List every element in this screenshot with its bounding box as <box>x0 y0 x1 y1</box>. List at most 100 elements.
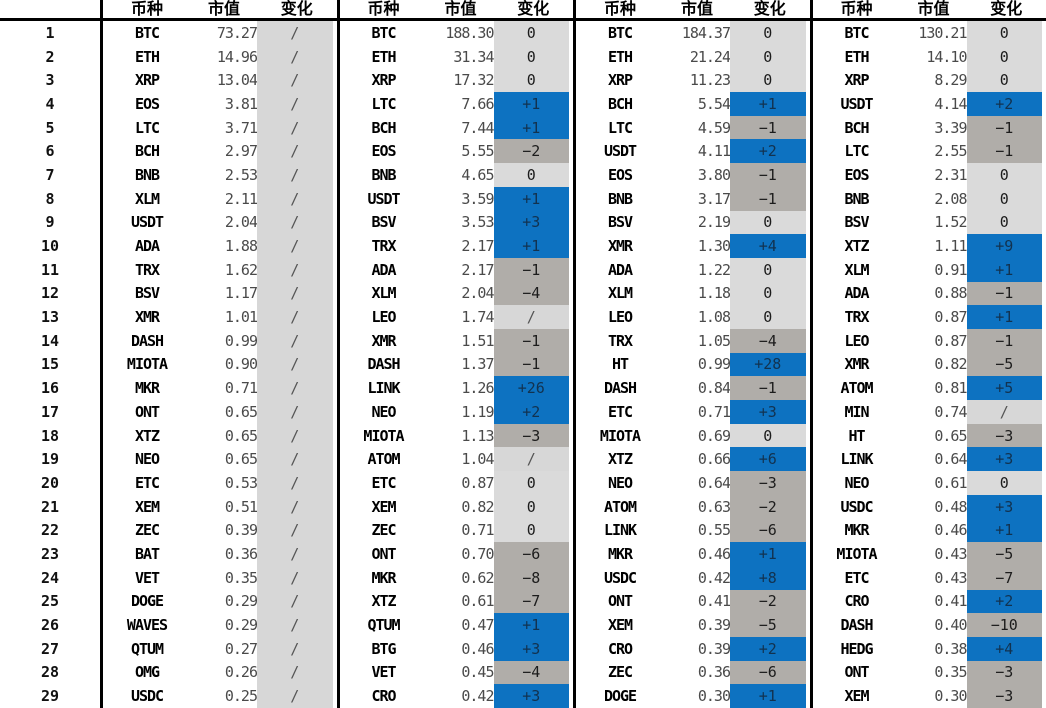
group-4-cells: MIOTA 0.43 −5 <box>809 542 1046 566</box>
coin-cell: BNB <box>134 165 160 184</box>
table-header-row: 币种 市值 变化 币种 市值 变化 币种 市值 变化 币种 市值 变化 <box>0 0 1046 21</box>
group-2-cells: BSV 3.53 +3 <box>336 210 574 235</box>
table-row: 15 MIOTA 0.90/ DASH 1.37 −1 HT 0.99 +28 XMR 0.82 −5 <box>0 352 1046 377</box>
coin-cell: HT <box>611 355 629 374</box>
coin-cell: ATOM <box>603 497 637 516</box>
change-cell: +1 <box>966 518 1042 543</box>
rank-cell: 23 <box>40 544 60 563</box>
change-cell: / <box>257 352 333 377</box>
table-row: 20 ETC 0.53/ETC 0.87 0 NEO 0.64 −3 NEO 0.61 0 <box>0 471 1046 495</box>
cap-cell: 1.88 <box>224 237 258 256</box>
cap-cell: 1.52 <box>934 213 967 232</box>
change-cell: +1 <box>966 257 1042 282</box>
coin-cell: ETH <box>844 47 869 66</box>
coin-cell: XEM <box>607 616 633 635</box>
cap-cell: 0.29 <box>224 592 258 611</box>
coin-cell: ETC <box>607 402 633 421</box>
change-cell: +3 <box>493 210 569 235</box>
coin-cell: DASH <box>367 355 400 374</box>
cap-cell: 0.64 <box>934 450 967 469</box>
cap-cell: 130.21 <box>918 23 967 42</box>
coin-cell: LTC <box>607 118 633 137</box>
change-cell: 0 <box>730 305 806 329</box>
table-row: 4 EOS 3.81/LTC 7.66 +1 BCH 5.54 +1 USDT 4.14 +2 <box>0 92 1046 116</box>
cap-cell: 0.47 <box>461 616 494 635</box>
coin-cell: MKR <box>371 568 396 587</box>
cap-cell: 0.25 <box>224 687 258 706</box>
coin-cell: ZEC <box>371 521 396 540</box>
cap-cell: 0.39 <box>697 639 731 658</box>
change-cell: 0 <box>493 68 569 93</box>
cap-cell: 13.04 <box>216 71 258 90</box>
change-cell: +1 <box>493 234 569 258</box>
group-1-cells: ETH 14.96/ <box>100 44 337 69</box>
cap-cell: 0.36 <box>697 663 731 682</box>
coin-cell: ZEC <box>134 521 160 540</box>
cap-cell: 1.37 <box>461 355 494 374</box>
group-4-cells: CRO 0.41 +2 <box>809 589 1046 614</box>
table-row: 2 ETH 14.96/ETH 31.34 0 ETH 21.24 0 ETH 14.10 0 <box>0 44 1046 69</box>
table-row: 24 VET 0.35/ MKR 0.62 −8 USDC 0.42 +8 ETC 0.43 −7 <box>0 565 1046 590</box>
coin-cell: NEO <box>134 450 160 469</box>
cap-cell: 0.46 <box>934 521 967 540</box>
coin-cell: VET <box>371 663 396 682</box>
change-cell: −2 <box>493 139 569 164</box>
change-cell: −1 <box>730 186 806 211</box>
coin-cell: MKR <box>844 521 869 540</box>
cap-cell: 0.90 <box>224 355 258 374</box>
coin-cell: BSV <box>134 284 160 303</box>
group-4-cells: EOS 2.31 0 <box>809 163 1046 187</box>
group-3-cells: ETC 0.71 +3 <box>573 400 810 424</box>
group-4-cells: MKR 0.46 +1 <box>809 518 1046 543</box>
group-2-cells: TRX 2.17 +1 <box>336 234 574 258</box>
rank-cell: 15 <box>40 355 60 374</box>
change-cell: / <box>257 542 333 566</box>
change-cell: / <box>257 257 333 282</box>
group-4-cells: HT 0.65 −3 <box>809 423 1046 448</box>
group-2-cells: ETC 0.87 0 <box>336 471 574 495</box>
rank-cell: 9 <box>45 213 55 232</box>
group-3-cells: ONT 0.41 −2 <box>573 589 810 614</box>
group-1-cells: EOS 3.81/ <box>100 92 337 116</box>
coin-cell: ADA <box>844 284 869 303</box>
change-cell: 0 <box>493 163 569 187</box>
cap-cell: 0.99 <box>697 355 731 374</box>
cap-cell: 4.11 <box>697 142 731 161</box>
coin-cell: ETH <box>134 47 160 66</box>
cap-cell: 2.17 <box>461 237 494 256</box>
group-3-cells: EOS 3.80 −1 <box>573 163 810 187</box>
header-group-3: 币种 市值 变化 <box>573 0 810 18</box>
change-cell: / <box>257 21 333 45</box>
coin-cell: USDC <box>130 687 164 706</box>
rank-cell: 2 <box>45 47 55 66</box>
cap-cell: 1.01 <box>224 308 258 327</box>
group-4-cells: USDC 0.48 +3 <box>809 494 1046 519</box>
cap-cell: 0.55 <box>697 521 731 540</box>
group-2-cells: ONT 0.70 −6 <box>336 542 574 566</box>
change-cell: −6 <box>493 542 569 566</box>
cap-cell: 0.64 <box>697 473 731 492</box>
rank-cell: 10 <box>40 237 60 256</box>
coin-column-header: 币种 <box>130 0 163 18</box>
table-row: 21 XEM 0.51/ XEM 0.82 0 ATOM 0.63 −2 USDC 0.48 +3 <box>0 494 1046 519</box>
group-4-cells: XMR 0.82 −5 <box>809 352 1046 377</box>
cap-cell: 0.65 <box>934 426 967 445</box>
change-cell: 0 <box>730 44 806 69</box>
coin-cell: BSV <box>844 213 869 232</box>
cap-cell: 0.71 <box>697 402 731 421</box>
change-cell: −1 <box>966 281 1042 306</box>
coin-column-header: 币种 <box>367 0 400 18</box>
rank-cell: 5 <box>45 118 55 137</box>
rank-column-header <box>0 0 100 18</box>
coin-cell: BSV <box>607 213 633 232</box>
cap-column-header: 市值 <box>444 0 477 18</box>
cap-cell: 0.74 <box>934 402 967 421</box>
change-cell: 0 <box>730 210 806 235</box>
cap-cell: 0.36 <box>224 544 258 563</box>
cap-cell: 0.29 <box>224 616 258 635</box>
change-cell: −5 <box>730 613 806 637</box>
coin-cell: BTG <box>371 639 396 658</box>
rank-cell: 25 <box>40 592 60 611</box>
rank-cell: 8 <box>45 189 55 208</box>
coin-cell: XLM <box>844 260 869 279</box>
